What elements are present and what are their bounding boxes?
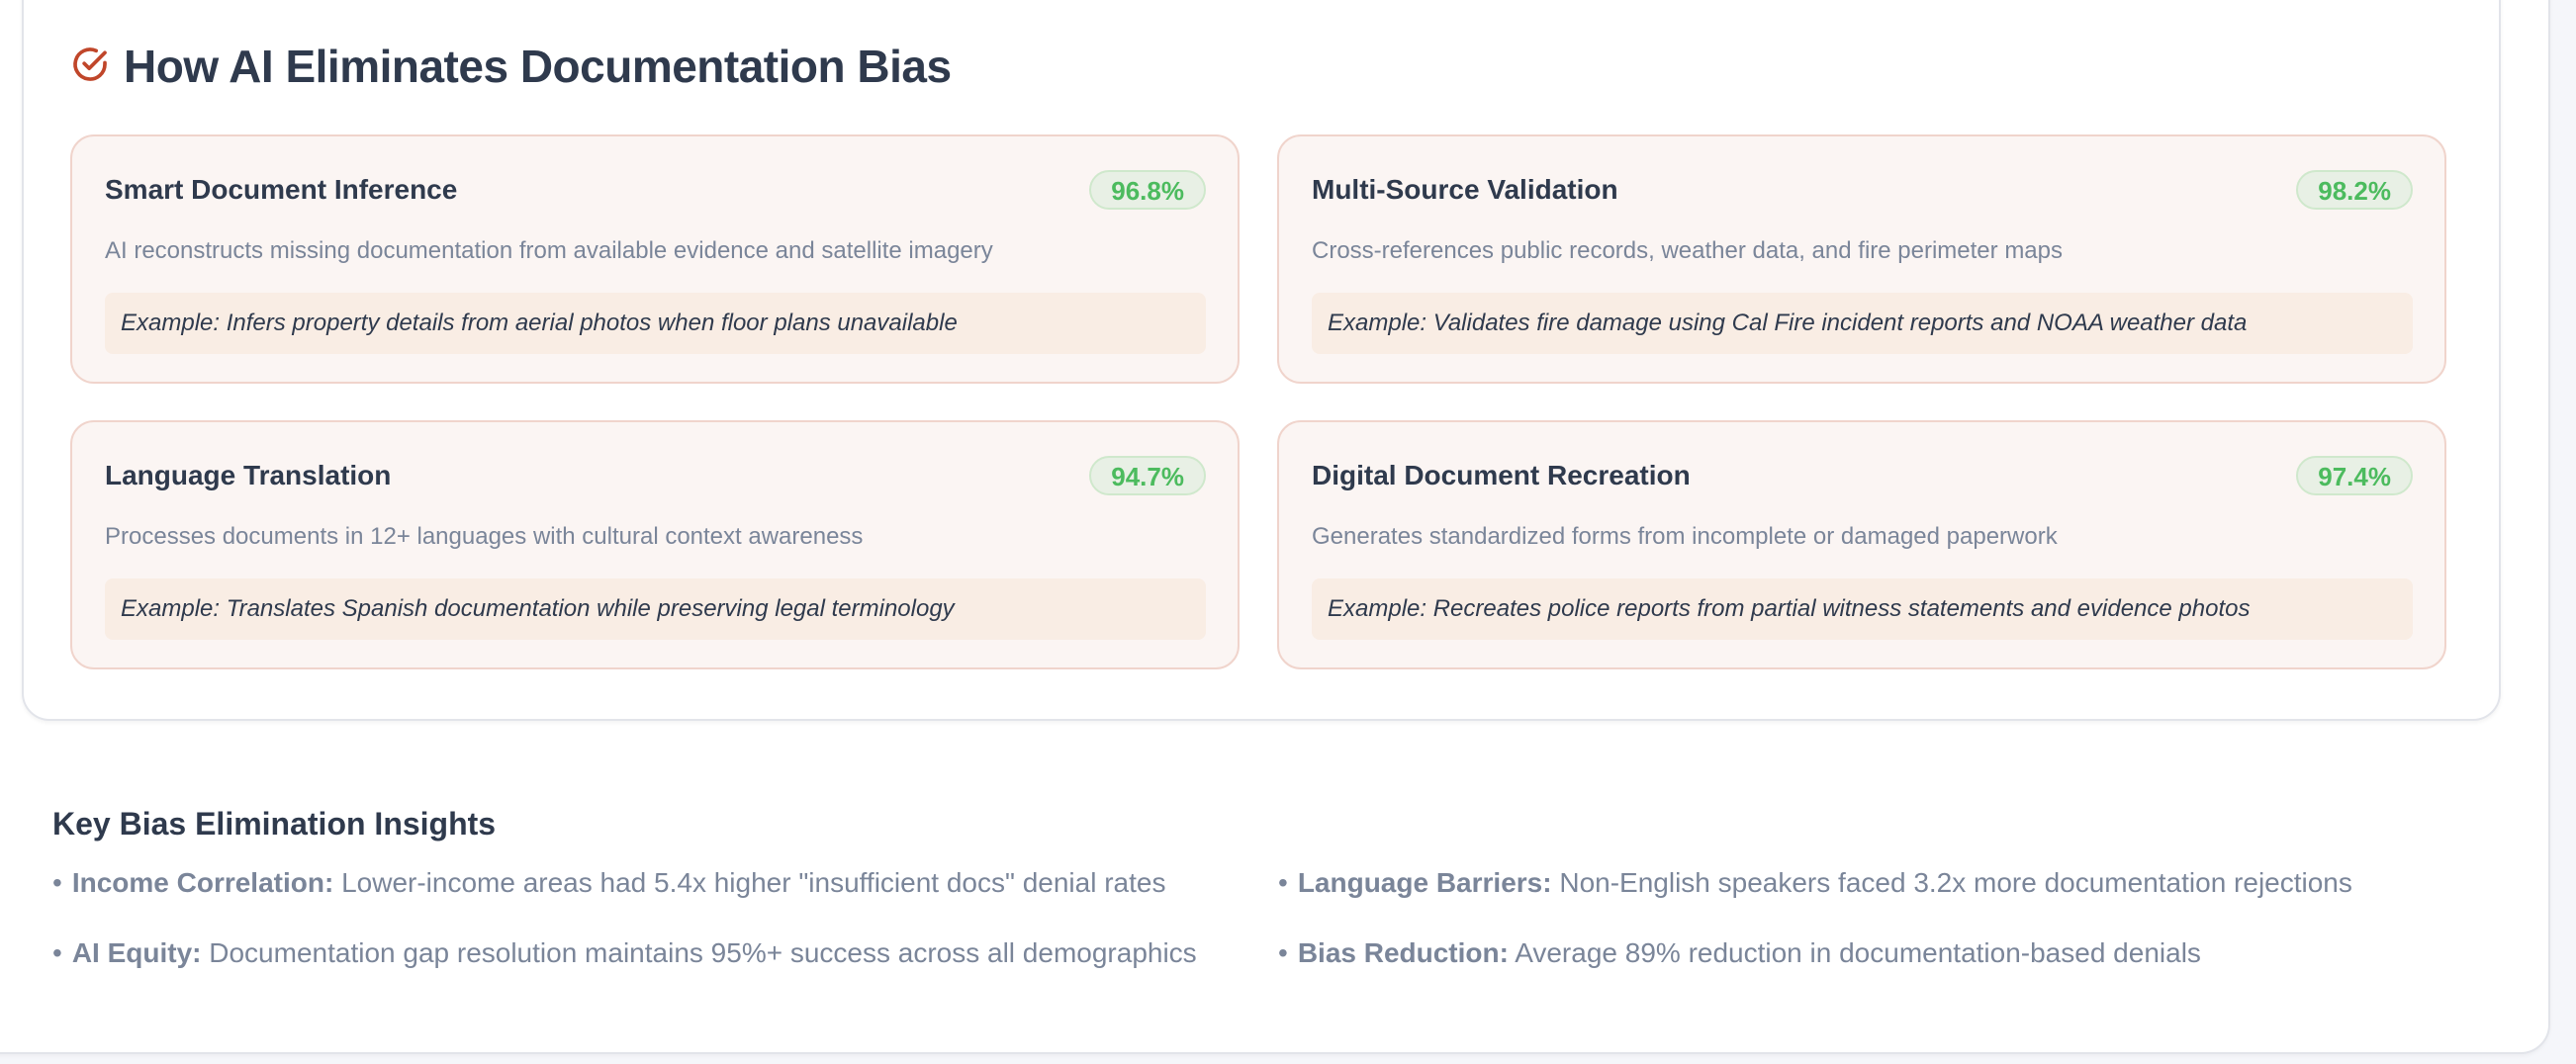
feature-card-multi-source: Multi-Source Validation 98.2% Cross-refe… [1277, 134, 2446, 384]
insight-text: Non-English speakers faced 3.2x more doc… [1551, 867, 2352, 898]
insight-label: AI Equity: [71, 937, 202, 968]
card-title: Multi-Source Validation [1312, 174, 1618, 205]
insight-income-correlation: • Income Correlation: Lower-income areas … [52, 867, 1165, 899]
bullet: • [52, 867, 62, 898]
card-title: Smart Document Inference [105, 174, 458, 205]
check-circle-icon [70, 44, 110, 89]
insight-text: Average 89% reduction in documentation-b… [1508, 937, 2201, 968]
insight-text: Documentation gap resolution maintains 9… [201, 937, 1197, 968]
section-header: How AI Eliminates Documentation Bias [70, 40, 952, 93]
bullet: • [1278, 937, 1288, 968]
accuracy-badge: 98.2% [2296, 170, 2413, 210]
insight-language-barriers: • Language Barriers: Non-English speakers… [1278, 867, 2352, 899]
card-example: Example: Translates Spanish documentatio… [105, 578, 1206, 640]
card-example: Example: Recreates police reports from p… [1312, 578, 2413, 640]
insight-text: Lower-income areas had 5.4x higher "insu… [333, 867, 1166, 898]
card-description: Generates standardized forms from incomp… [1312, 523, 2058, 550]
insight-label: Language Barriers: [1297, 867, 1552, 898]
bullet: • [52, 937, 62, 968]
accuracy-badge: 94.7% [1089, 456, 1206, 495]
accuracy-badge: 96.8% [1089, 170, 1206, 210]
feature-card-recreation: Digital Document Recreation 97.4% Genera… [1277, 420, 2446, 669]
card-title: Language Translation [105, 460, 392, 490]
insights-title: Key Bias Elimination Insights [52, 806, 497, 842]
bullet: • [1278, 867, 1288, 898]
feature-card-translation: Language Translation 94.7% Processes doc… [70, 420, 1240, 669]
insight-bias-reduction: • Bias Reduction: Average 89% reduction i… [1278, 937, 2201, 969]
card-description: Processes documents in 12+ languages wit… [105, 523, 864, 550]
section-title: How AI Eliminates Documentation Bias [124, 41, 952, 92]
insight-ai-equity: • AI Equity: Documentation gap resolution… [52, 937, 1197, 969]
insight-label: Bias Reduction: [1297, 937, 1509, 968]
card-title: Digital Document Recreation [1312, 460, 1691, 490]
card-example: Example: Infers property details from ae… [105, 293, 1206, 354]
accuracy-badge: 97.4% [2296, 456, 2413, 495]
card-description: Cross-references public records, weather… [1312, 237, 2063, 264]
card-example: Example: Validates fire damage using Cal… [1312, 293, 2413, 354]
feature-card-smart-inference: Smart Document Inference 96.8% AI recons… [70, 134, 1240, 384]
card-description: AI reconstructs missing documentation fr… [105, 237, 993, 264]
insight-label: Income Correlation: [71, 867, 334, 898]
